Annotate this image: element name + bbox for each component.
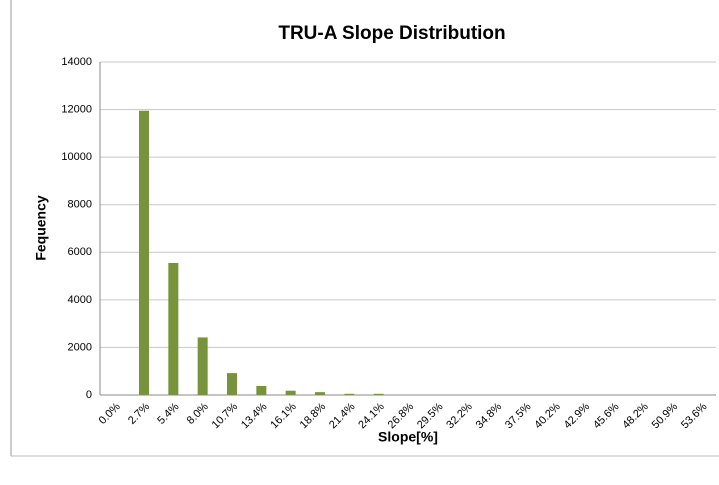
x-tick-label: 26.8%	[386, 401, 417, 432]
x-tick-label: 8.0%	[185, 401, 211, 427]
x-tick-label: 32.2%	[444, 401, 475, 432]
bar	[139, 110, 149, 395]
x-tick-label: 13.4%	[239, 401, 270, 432]
y-tick-label: 4000	[68, 294, 92, 306]
x-tick-label: 34.8%	[474, 401, 505, 432]
y-axis-label: Fequency	[33, 195, 49, 261]
x-tick-label: 24.1%	[356, 401, 387, 432]
y-tick-label: 0	[86, 389, 92, 401]
x-tick-label: 45.6%	[591, 401, 622, 432]
x-tick-label: 21.4%	[327, 401, 358, 432]
x-tick-label: 18.8%	[298, 401, 329, 432]
bar	[256, 385, 267, 395]
x-tick-label: 37.5%	[503, 401, 534, 432]
bar	[373, 393, 384, 395]
y-tick-label: 6000	[68, 246, 92, 258]
y-tick-label: 12000	[61, 103, 92, 115]
x-tick-label: 42.9%	[562, 401, 593, 432]
x-axis-label: Slope[%]	[378, 429, 438, 445]
x-tick-label: 53.6%	[679, 401, 710, 432]
bar	[197, 337, 208, 395]
bar	[227, 373, 237, 395]
x-tick-label: 29.5%	[415, 401, 446, 432]
x-tick-label: 16.1%	[268, 401, 299, 432]
y-tick-label: 10000	[61, 151, 92, 163]
bar	[315, 392, 325, 395]
bar	[344, 393, 355, 395]
bar	[168, 262, 179, 395]
bar	[285, 390, 296, 395]
x-tick-label: 5.4%	[155, 401, 181, 427]
x-tick-label: 50.9%	[650, 401, 681, 432]
y-tick-label: 8000	[68, 199, 92, 211]
x-tick-label: 0.0%	[97, 401, 123, 427]
x-tick-label: 48.2%	[620, 401, 651, 432]
x-tick-label: 40.2%	[532, 401, 563, 432]
y-tick-label: 2000	[68, 341, 92, 353]
y-tick-label: 14000	[61, 56, 92, 68]
chart-title: TRU-A Slope Distribution	[278, 23, 505, 44]
x-tick-label: 2.7%	[126, 401, 152, 427]
x-tick-label: 10.7%	[210, 401, 241, 432]
